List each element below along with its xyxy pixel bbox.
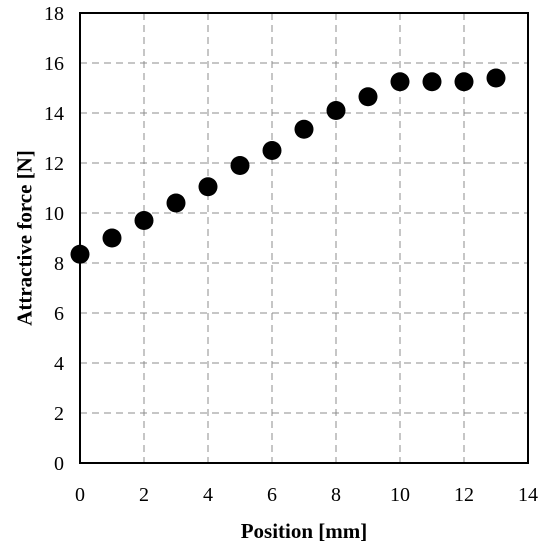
data-point [358, 87, 378, 107]
data-point [262, 141, 282, 160]
x-axis-label: Position [mm] [241, 519, 368, 543]
data-point [422, 72, 442, 92]
x-tick-label: 0 [75, 484, 85, 506]
x-tick-label: 10 [390, 484, 410, 506]
x-tick-label: 14 [518, 484, 538, 506]
data-points [70, 68, 506, 264]
y-tick-label: 0 [54, 453, 64, 475]
x-tick-label: 8 [331, 484, 341, 506]
x-axis-tick-labels: 0 2 4 6 8 10 12 14 [75, 484, 538, 506]
y-tick-label: 6 [54, 303, 64, 325]
y-tick-label: 2 [54, 403, 64, 425]
x-tick-label: 12 [454, 484, 474, 506]
y-tick-label: 14 [44, 103, 64, 125]
y-tick-label: 12 [44, 153, 64, 175]
y-tick-label: 18 [44, 3, 64, 25]
data-point [134, 211, 154, 230]
x-tick-label: 2 [139, 484, 149, 506]
data-point [230, 156, 250, 175]
y-axis-label: Attractive force [N] [12, 150, 36, 326]
data-point [294, 119, 314, 139]
y-tick-label: 4 [54, 353, 64, 375]
x-tick-label: 4 [203, 484, 213, 506]
y-tick-label: 8 [54, 253, 64, 275]
x-tick-label: 6 [267, 484, 277, 506]
data-point [486, 68, 506, 88]
data-point [454, 72, 474, 92]
data-point [326, 101, 346, 120]
grid-lines [80, 13, 528, 463]
plot-area-frame [79, 12, 529, 464]
data-point [70, 244, 90, 264]
data-point [102, 228, 122, 248]
y-axis-tick-labels: 0 2 4 6 8 10 12 14 16 18 [44, 3, 64, 475]
y-tick-label: 16 [44, 53, 64, 75]
y-tick-label: 10 [44, 203, 64, 225]
data-point [166, 193, 186, 213]
data-point [390, 72, 410, 92]
data-point [198, 177, 218, 197]
